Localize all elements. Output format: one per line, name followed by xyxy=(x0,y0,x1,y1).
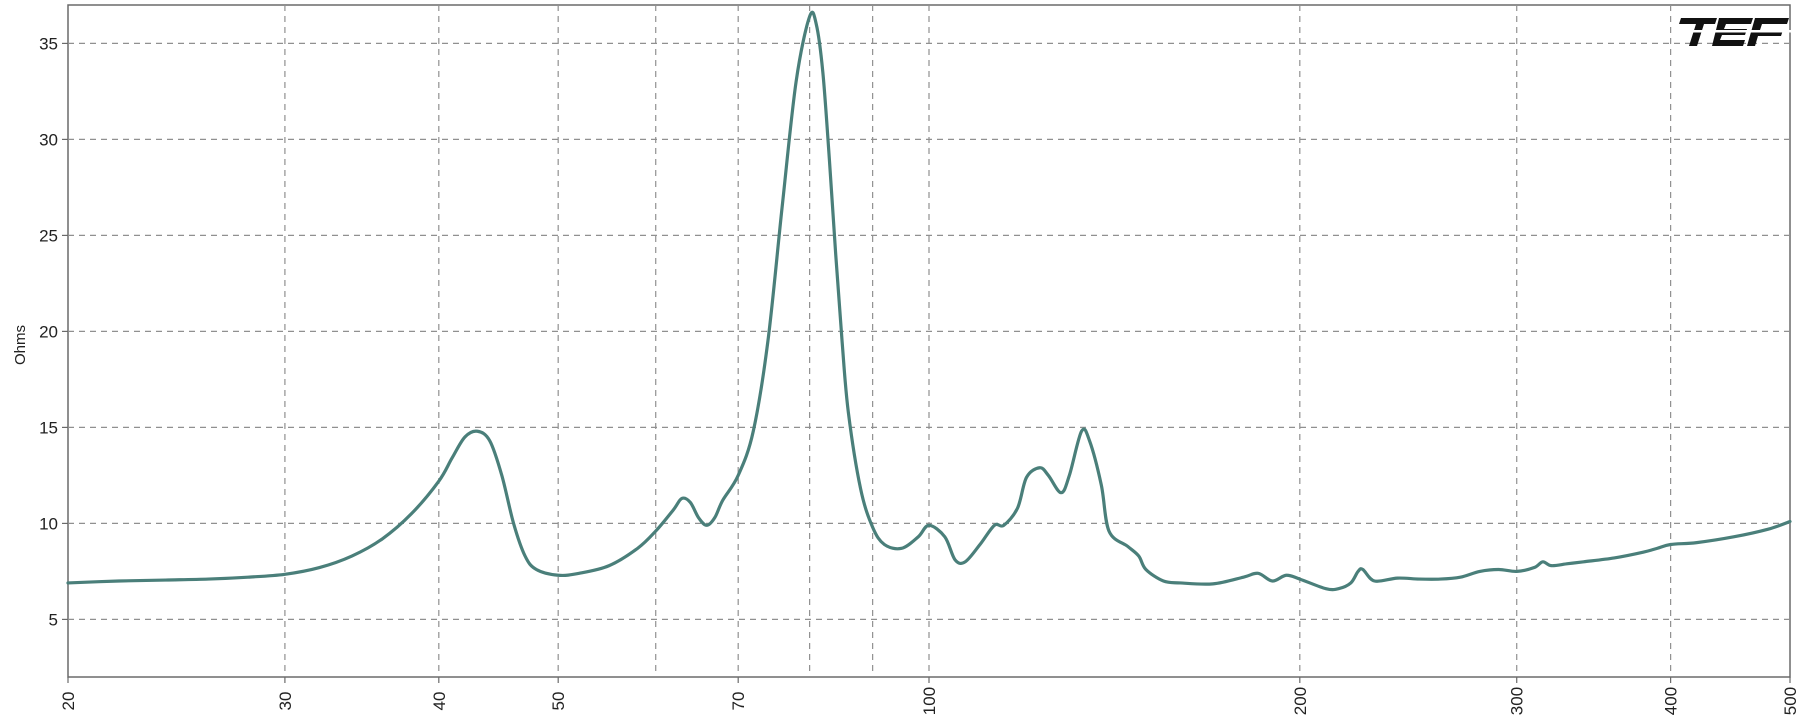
x-tick-label: 300 xyxy=(1508,687,1527,715)
x-tick-label: 500 xyxy=(1781,687,1800,715)
series-layer xyxy=(66,10,1792,592)
x-tick-label: 50 xyxy=(549,692,568,711)
x-tick-label: 30 xyxy=(276,692,295,711)
x-tick-label: 100 xyxy=(920,687,939,715)
x-tick-label: 40 xyxy=(430,692,449,711)
y-tick-label: 25 xyxy=(39,226,58,245)
y-tick-label: 5 xyxy=(49,610,58,629)
impedance-series-line-0 xyxy=(66,10,1792,592)
grid-layer xyxy=(68,5,1790,677)
x-tick-label: 200 xyxy=(1291,687,1310,715)
y-tick-label: 20 xyxy=(39,322,58,341)
y-tick-label: 35 xyxy=(39,34,58,53)
y-tick-label: 10 xyxy=(39,514,58,533)
tick-layer: 20 30 40 50 70 100 200 300 400 500 5 10 15 20 25 30 35 xyxy=(39,34,1800,715)
y-tick-label: 15 xyxy=(39,418,58,437)
x-tick-label: 20 xyxy=(59,692,78,711)
tef-logo xyxy=(1677,18,1795,46)
x-tick-label: 400 xyxy=(1662,687,1681,715)
x-tick-label: 70 xyxy=(729,692,748,711)
y-tick-label: 30 xyxy=(39,130,58,149)
y-axis-label: Ohms xyxy=(12,325,29,365)
